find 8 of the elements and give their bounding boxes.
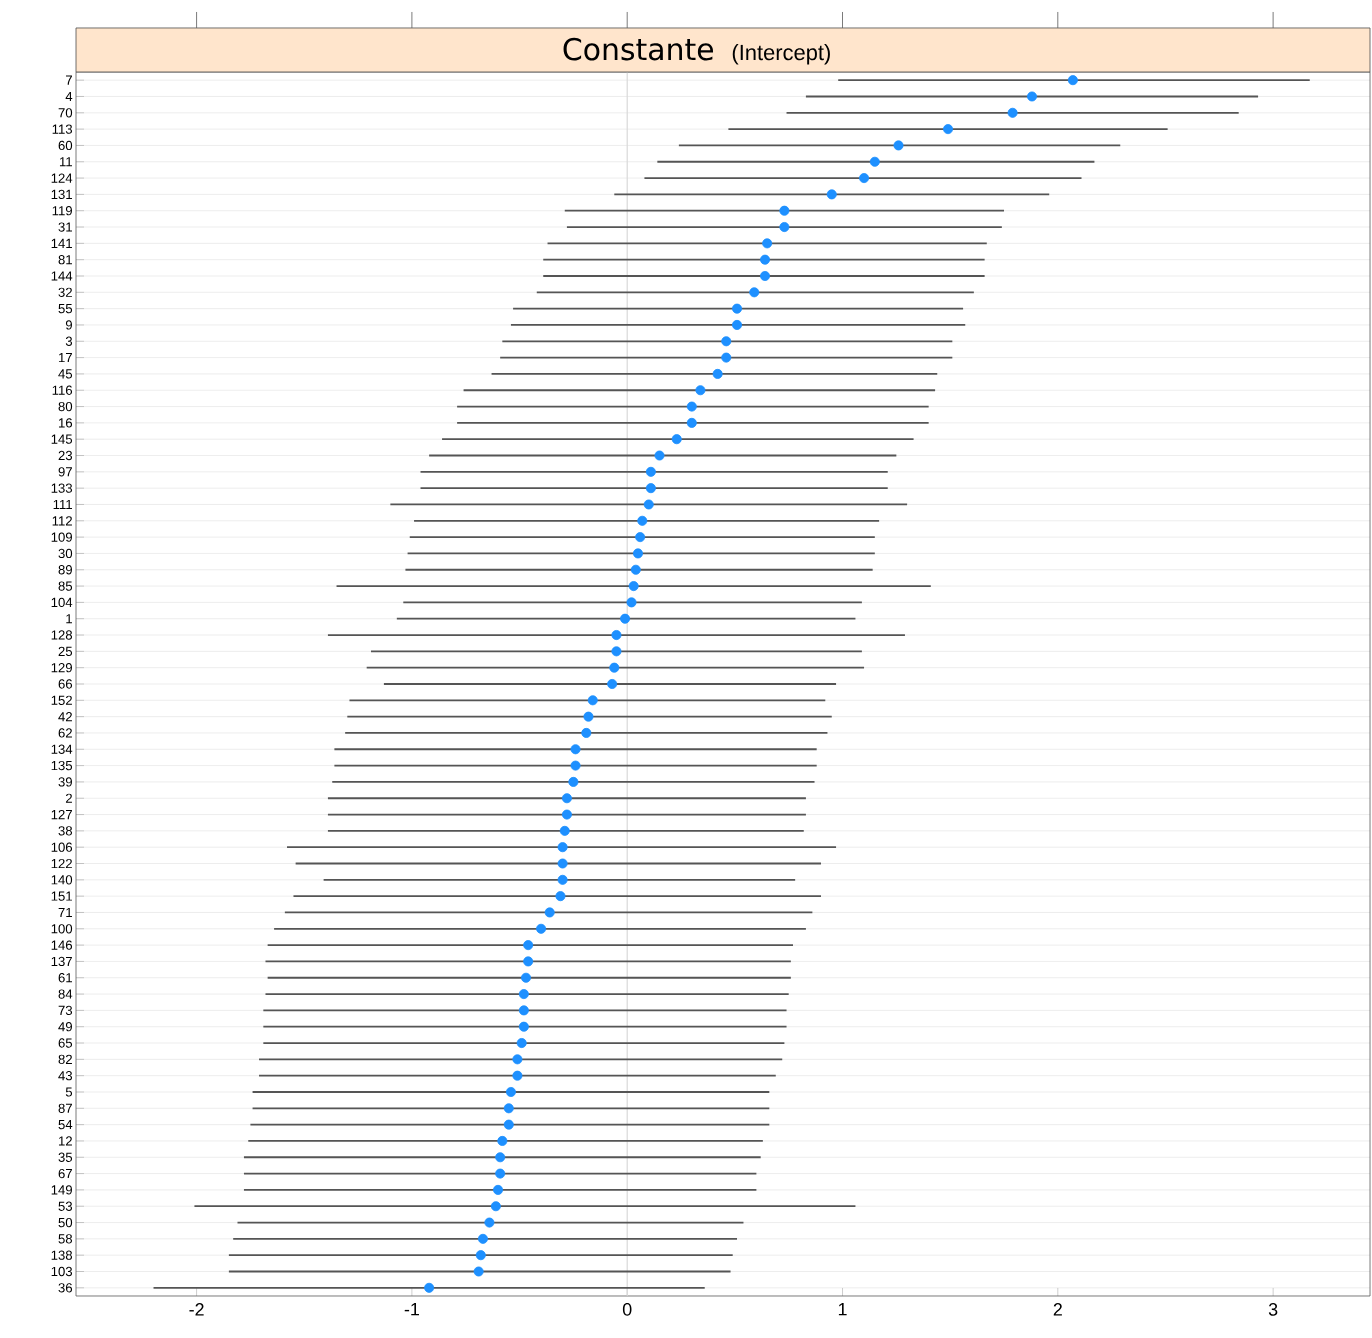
x-tick-label: -2: [189, 1303, 204, 1316]
x-tick-label: 2: [1053, 1303, 1062, 1316]
x-tick-label: -1: [404, 1303, 419, 1316]
x-tick-label: 3: [1268, 1303, 1278, 1316]
chart-subtitle: (Intercept): [732, 44, 830, 65]
x-tick-label: 0: [622, 1303, 632, 1316]
chart-title: Constante: [563, 37, 714, 61]
x-tick-label: 1: [838, 1303, 847, 1316]
